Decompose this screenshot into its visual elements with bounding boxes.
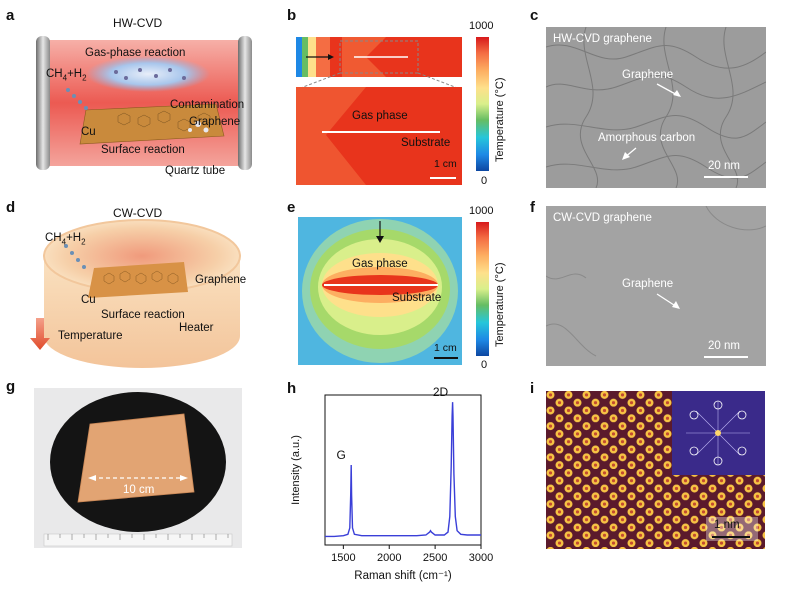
panel-c-label: c	[530, 7, 539, 24]
colorbar-e	[476, 222, 489, 356]
scale-bar-f	[704, 356, 748, 358]
panel-e-temperature-map	[298, 217, 462, 365]
quartz-tube-illustration	[36, 36, 252, 170]
panel-a-hw-cvd-schematic	[28, 26, 260, 180]
scale-bar-label-f: 20 nm	[708, 340, 740, 352]
scale-bar-label-i: 1 nm	[714, 519, 740, 531]
x-tick-label-2: 2500	[423, 552, 447, 564]
hw-cvd-title: HW-CVD	[113, 16, 163, 30]
panel-h-label: h	[287, 380, 297, 397]
precursor-label-d: CH4+H2	[45, 232, 86, 247]
panel-b-label: b	[287, 7, 297, 24]
raman-chart: 1500 2000 2500 3000 Raman shift (cm⁻¹) Intens…	[290, 385, 493, 582]
raman-series-line-0	[325, 402, 481, 538]
colorbar-e-label: Temperature (°C)	[494, 262, 506, 347]
panel-d-cw-cvd-schematic	[28, 206, 258, 376]
cold-wall-heater-illustration	[30, 219, 241, 368]
cw-cvd-title: CW-CVD	[113, 206, 163, 220]
dimension-label-g: 10 cm	[123, 484, 155, 496]
surface-reaction-label-a: Surface reaction	[101, 144, 185, 156]
panel-h-raman-spectrum: 1500 2000 2500 3000 Raman shift (cm⁻¹) Intens…	[285, 385, 500, 585]
panel-g-photo	[34, 388, 242, 548]
colorbar-e-min: 0	[481, 359, 488, 371]
graphene-label-f: Graphene	[622, 278, 674, 290]
colorbar-b	[476, 37, 489, 171]
panel-i-lattice-image	[546, 391, 765, 549]
panel-d-label: d	[6, 199, 16, 216]
x-tick-label-3: 3000	[469, 552, 493, 564]
gas-phase-label-e: Gas phase	[352, 258, 408, 270]
plot-frame	[324, 394, 482, 546]
x-tick-label-1: 2000	[377, 552, 401, 564]
substrate-label-e: Substrate	[392, 292, 442, 304]
heater-label: Heater	[179, 322, 214, 334]
gas-phase-reaction-label: Gas-phase reaction	[85, 47, 186, 59]
cu-label-a: Cu	[81, 126, 96, 138]
cw-cvd-temperature-field	[298, 217, 462, 365]
temperature-label-d: Temperature	[58, 330, 123, 342]
graphene-label-d: Graphene	[195, 274, 247, 286]
panel-f-tem-image	[546, 206, 766, 366]
x-axis-label: Raman shift (cm⁻¹)	[354, 570, 452, 582]
substrate-label-b: Substrate	[401, 137, 451, 149]
x-tick-label-0: 1500	[331, 552, 355, 564]
colorbar-b-max: 1000	[469, 20, 494, 32]
cw-cvd-tem-texture	[546, 206, 766, 366]
colorbar-b-label: Temperature (°C)	[494, 77, 506, 162]
colorbar-e-max: 1000	[469, 205, 494, 217]
peak-label-0: G	[336, 448, 345, 462]
colorbar-b-min: 0	[481, 175, 488, 187]
gas-phase-label-b: Gas phase	[352, 110, 408, 122]
scale-bar-c	[704, 176, 748, 178]
panel-a-label: a	[6, 7, 15, 24]
arrow-icon	[656, 293, 680, 309]
hw-cvd-tem-texture	[546, 27, 766, 188]
panel-b-temperature-map	[296, 37, 462, 185]
arrow-icon	[622, 147, 637, 160]
peak-label-1: 2D	[433, 385, 449, 399]
y-axis-label: Intensity (a.u.)	[290, 435, 302, 505]
amorphous-carbon-label: Amorphous carbon	[598, 132, 696, 144]
scale-bar-label-e: 1 cm	[434, 342, 457, 354]
quartz-tube-label: Quartz tube	[165, 165, 226, 177]
tem-title-f: CW-CVD graphene	[553, 212, 652, 224]
arrow-icon	[656, 83, 681, 97]
panel-c-tem-image	[546, 27, 766, 188]
tem-title-c: HW-CVD graphene	[553, 33, 652, 45]
panel-g-label: g	[6, 378, 16, 395]
panel-f-label: f	[530, 199, 535, 216]
copper-foil-photo	[34, 388, 242, 548]
precursor-label-a: CH4+H2	[46, 68, 87, 83]
panel-e-label: e	[287, 199, 296, 216]
cu-label-d: Cu	[81, 294, 96, 306]
graphene-label-c: Graphene	[622, 69, 674, 81]
panel-i-label: i	[530, 380, 535, 397]
hw-cvd-temperature-field	[296, 37, 462, 185]
graphene-label-a: Graphene	[189, 116, 241, 128]
contamination-label: Contamination	[170, 99, 245, 111]
scale-bar-label-b: 1 cm	[434, 158, 457, 170]
scale-bar-label-c: 20 nm	[708, 160, 740, 172]
graphene-lattice-simulation	[546, 391, 765, 549]
surface-reaction-label-d: Surface reaction	[101, 309, 185, 321]
